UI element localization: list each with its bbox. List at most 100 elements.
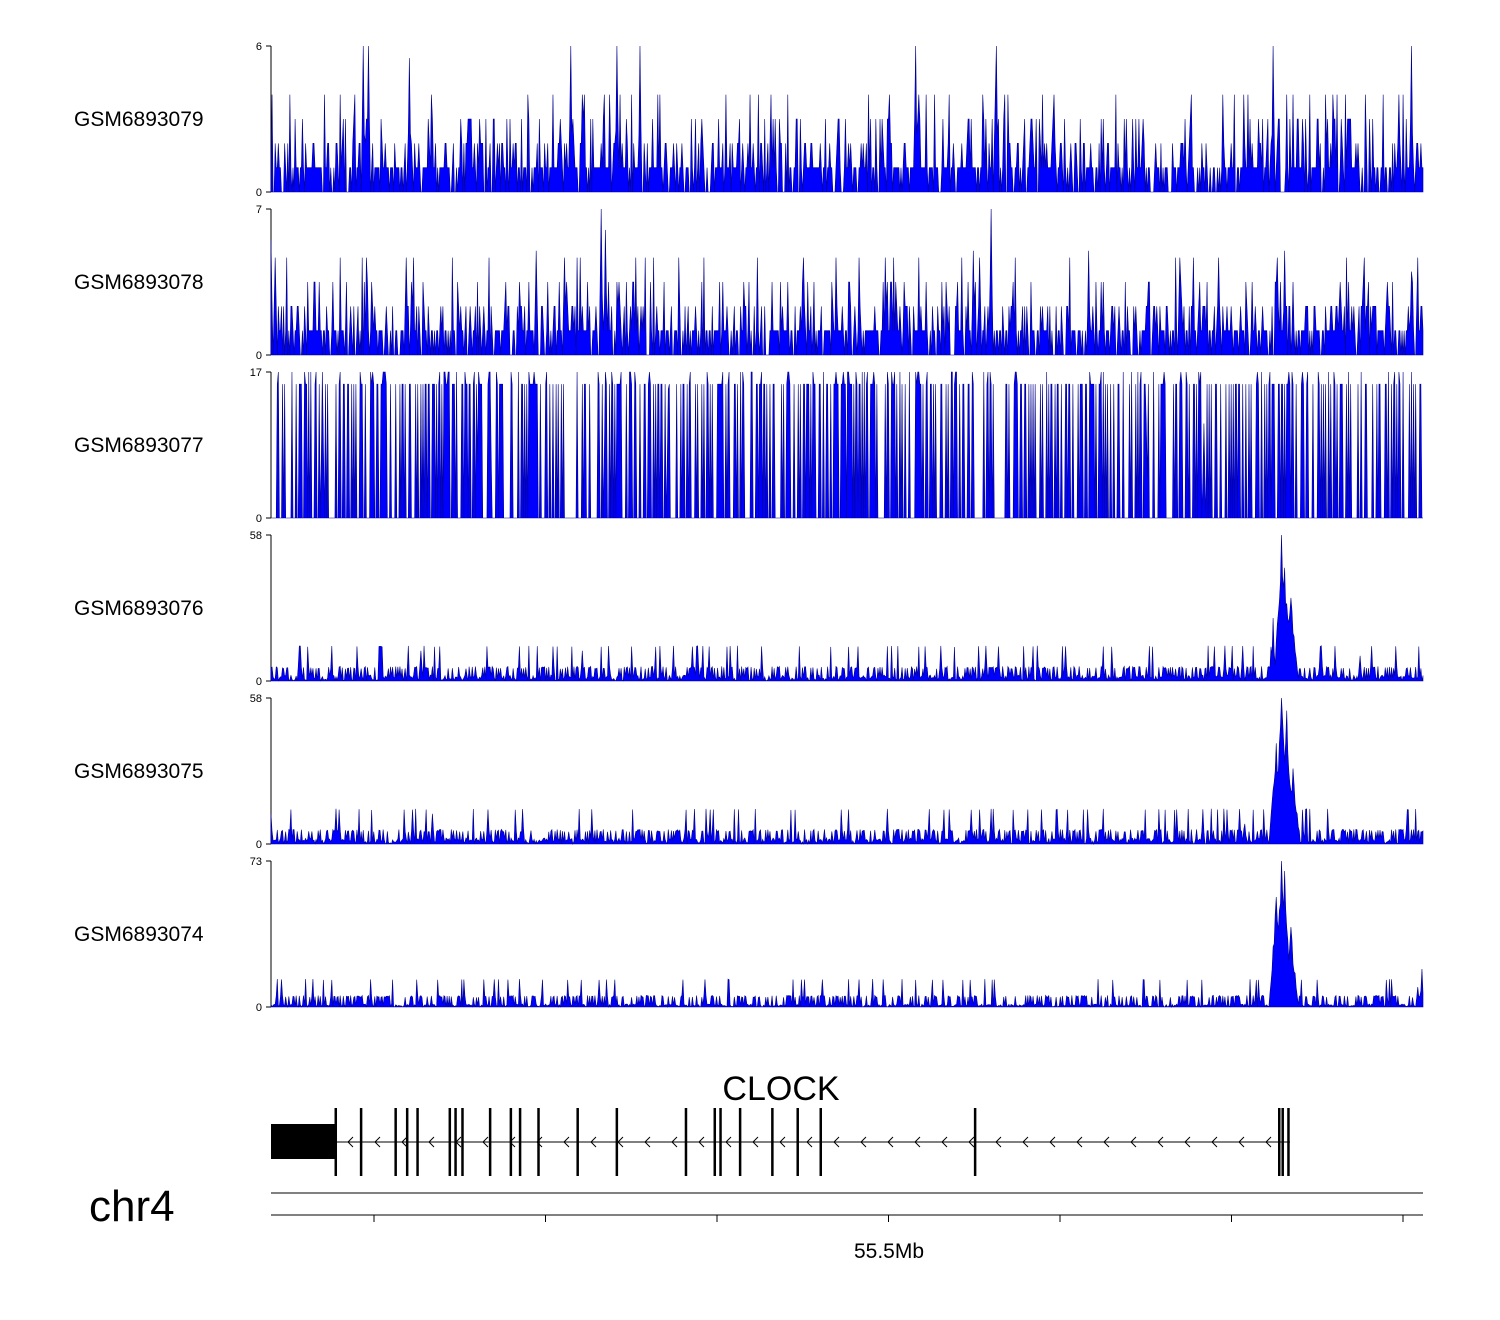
strand-arrow <box>374 1136 381 1148</box>
gene-exon <box>405 1108 409 1176</box>
strand-arrow <box>644 1136 651 1148</box>
gene-exon <box>537 1108 540 1176</box>
track-label: GSM6893077 <box>74 434 204 457</box>
track-GSM6893078: GSM6893078 7 0 <box>74 204 1424 362</box>
strand-arrow <box>806 1136 813 1148</box>
strand-arrow <box>914 1136 921 1148</box>
strand-arrow <box>347 1136 354 1148</box>
strand-arrow <box>860 1136 867 1148</box>
gene-exon <box>1281 1108 1284 1176</box>
y-max-label: 58 <box>250 693 262 705</box>
strand-arrow <box>779 1136 786 1148</box>
gene-exon <box>518 1108 522 1176</box>
strand-arrow <box>698 1136 705 1148</box>
strand-arrow <box>995 1136 1002 1148</box>
strand-arrow <box>1211 1136 1218 1148</box>
track-GSM6893076: GSM6893076 58 0 <box>74 530 1424 688</box>
strand-arrow <box>671 1136 678 1148</box>
gene-exon <box>448 1108 452 1176</box>
strand-arrow <box>1157 1136 1164 1148</box>
strand-arrow <box>482 1136 489 1148</box>
chromosome-label: chr4 <box>89 1182 175 1231</box>
signal-tracks: GSM689307960GSM689307870GSM6893077170GSM… <box>74 41 1424 1014</box>
gene-exon <box>771 1108 774 1176</box>
strand-arrow <box>1265 1136 1272 1148</box>
gene-exon <box>1278 1108 1281 1176</box>
gene-exon <box>973 1108 977 1176</box>
signal-area <box>270 534 1424 682</box>
strand-arrow <box>833 1136 840 1148</box>
strand-arrow <box>401 1136 408 1148</box>
strand-arrow <box>1130 1136 1137 1148</box>
gene-exon <box>738 1108 742 1176</box>
gene-exon <box>819 1108 823 1176</box>
track-label: GSM6893074 <box>74 923 204 946</box>
track-GSM6893074: GSM6893074 73 0 <box>74 856 1424 1014</box>
strand-arrow <box>455 1136 462 1148</box>
y-min-label: 0 <box>256 513 262 525</box>
y-max-label: 73 <box>250 856 262 868</box>
track-GSM6893079: GSM6893079 6 0 <box>74 41 1424 199</box>
track-GSM6893075: GSM6893075 58 0 <box>74 693 1424 851</box>
strand-arrows <box>347 1136 1272 1148</box>
strand-arrow <box>1076 1136 1083 1148</box>
strand-arrow <box>752 1136 759 1148</box>
gene-exon <box>509 1108 513 1176</box>
gene-exon <box>615 1108 619 1176</box>
strand-arrow <box>590 1136 597 1148</box>
strand-arrow <box>536 1136 543 1148</box>
strand-arrow <box>968 1136 975 1148</box>
y-min-label: 0 <box>256 187 262 199</box>
gene-exon <box>359 1108 363 1176</box>
y-min-label: 0 <box>256 839 262 851</box>
signal-area <box>271 371 1423 519</box>
strand-arrow <box>1103 1136 1110 1148</box>
strand-arrow <box>725 1136 732 1148</box>
gene-exons <box>334 1108 1290 1176</box>
strand-arrow <box>1022 1136 1029 1148</box>
gene-track: CLOCK <box>271 1070 1290 1176</box>
track-label: GSM6893079 <box>74 108 204 131</box>
gene-exon <box>719 1108 722 1176</box>
strand-arrow <box>1049 1136 1056 1148</box>
strand-arrow <box>509 1136 516 1148</box>
y-max-label: 7 <box>256 204 262 216</box>
strand-arrow <box>1238 1136 1245 1148</box>
strand-arrow <box>428 1136 435 1148</box>
strand-arrow <box>617 1136 624 1148</box>
y-max-label: 17 <box>250 367 262 379</box>
gene-exon <box>684 1108 688 1176</box>
gene-exon <box>488 1108 492 1176</box>
gene-exon <box>1287 1108 1290 1176</box>
strand-arrow <box>887 1136 894 1148</box>
axis-ticks <box>373 1215 1404 1222</box>
track-label: GSM6893076 <box>74 597 204 620</box>
y-min-label: 0 <box>256 350 262 362</box>
gene-first-exon <box>271 1124 336 1159</box>
track-label: GSM6893075 <box>74 760 204 783</box>
gene-label: CLOCK <box>722 1070 839 1108</box>
strand-arrow <box>941 1136 948 1148</box>
track-label: GSM6893078 <box>74 271 204 294</box>
chromosome-axis: chr4 55.5Mb <box>89 1182 1423 1263</box>
strand-arrow <box>1184 1136 1191 1148</box>
y-max-label: 58 <box>250 530 262 542</box>
strand-arrow <box>563 1136 570 1148</box>
signal-area <box>270 45 1424 193</box>
track-GSM6893077: GSM6893077 17 0 <box>74 367 1423 525</box>
y-min-label: 0 <box>256 676 262 688</box>
signal-area <box>270 208 1424 356</box>
y-min-label: 0 <box>256 1002 262 1014</box>
signal-area <box>270 860 1424 1009</box>
gene-exon <box>394 1108 397 1176</box>
gene-exon <box>461 1108 464 1176</box>
gene-exon <box>796 1108 799 1176</box>
y-max-label: 6 <box>256 41 262 53</box>
gene-exon <box>576 1108 579 1176</box>
axis-tick-label: 55.5Mb <box>854 1240 924 1263</box>
gene-exon <box>334 1108 338 1176</box>
gene-exon <box>416 1108 419 1176</box>
gene-exon <box>713 1108 717 1176</box>
signal-area <box>270 697 1424 846</box>
